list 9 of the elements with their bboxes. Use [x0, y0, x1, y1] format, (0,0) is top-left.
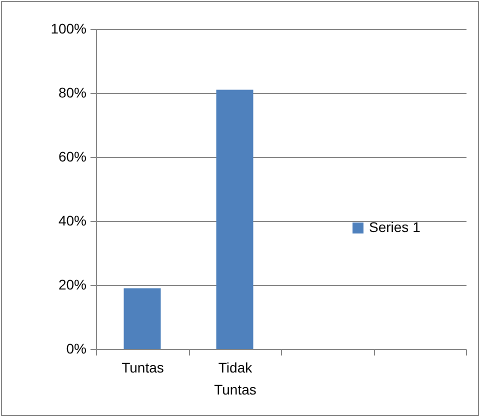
y-tick-label: 20%: [58, 276, 86, 292]
x-tick-label: Tidak Tuntas: [214, 360, 256, 398]
y-tick-label: 0%: [66, 340, 86, 356]
y-tick-label: 60%: [58, 148, 86, 164]
legend-label: Series 1: [369, 219, 421, 235]
x-tick-label: Tuntas: [122, 360, 164, 376]
y-tick-label: 40%: [58, 212, 86, 228]
y-tick-label: 80%: [58, 84, 86, 100]
y-tick-label: 100%: [50, 20, 86, 36]
